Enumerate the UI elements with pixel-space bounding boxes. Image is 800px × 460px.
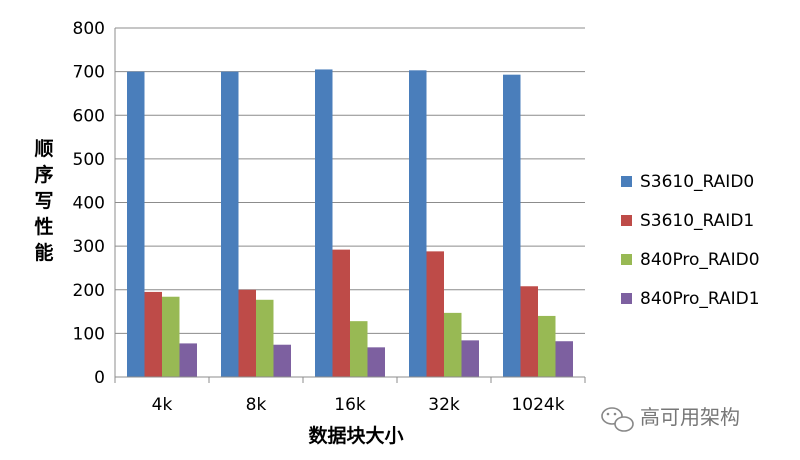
bar-840Pro_RAID0-4k xyxy=(162,296,180,377)
watermark: 高可用架构 xyxy=(601,405,740,432)
y-tick-labels: 0 100 200 300 400 500 600 700 800 xyxy=(73,19,105,388)
bar-840Pro_RAID0-16k xyxy=(350,321,368,377)
x-tick-label: 32k xyxy=(428,395,460,415)
bar-S3610_RAID0-32k xyxy=(409,70,427,377)
y-axis-title-char: 顺 xyxy=(34,138,53,160)
bar-S3610_RAID1-32k xyxy=(426,251,444,377)
legend-swatch-840Pro_RAID0 xyxy=(621,254,632,265)
bar-840Pro_RAID1-32k xyxy=(461,340,479,377)
legend: S3610_RAID0 S3610_RAID1 840Pro_RAID0 840Pro… xyxy=(621,172,760,309)
x-axis-title: 数据块大小 xyxy=(308,424,403,447)
x-tick-labels: 4k 8k 16k 32k 1024k xyxy=(152,395,565,415)
bar-S3610_RAID1-8k xyxy=(238,289,256,377)
bar-S3610_RAID0-4k xyxy=(127,71,145,377)
y-tick-label: 100 xyxy=(73,324,105,344)
gridlines xyxy=(115,27,585,334)
bar-S3610_RAID0-16k xyxy=(315,69,333,377)
legend-swatch-S3610_RAID1 xyxy=(621,215,632,226)
bar-840Pro_RAID1-4k xyxy=(179,343,197,377)
bars xyxy=(127,69,573,378)
y-axis-title-char: 能 xyxy=(34,241,53,264)
y-axis-title-char: 序 xyxy=(34,163,53,186)
y-tick-label: 0 xyxy=(94,368,105,388)
x-tick-label: 4k xyxy=(152,395,173,415)
legend-swatch-S3610_RAID0 xyxy=(621,176,632,187)
x-tick-label: 16k xyxy=(334,395,366,415)
wechat-icon xyxy=(601,407,634,432)
bar-S3610_RAID1-4k xyxy=(144,291,162,377)
y-tick-label: 300 xyxy=(73,237,105,257)
axes xyxy=(114,28,586,383)
bar-840Pro_RAID1-1024k xyxy=(555,341,573,377)
bar-840Pro_RAID1-8k xyxy=(273,344,291,377)
legend-swatch-840Pro_RAID1 xyxy=(621,293,632,304)
y-tick-label: 200 xyxy=(73,281,105,301)
y-tick-label: 600 xyxy=(73,106,105,126)
y-tick-label: 500 xyxy=(73,150,105,170)
legend-label-S3610_RAID1: S3610_RAID1 xyxy=(640,211,754,231)
bar-840Pro_RAID0-1024k xyxy=(538,315,556,377)
x-tick-label: 1024k xyxy=(511,395,564,415)
y-axis-title-char: 写 xyxy=(34,190,53,212)
y-tick-label: 800 xyxy=(73,19,105,39)
bar-S3610_RAID0-8k xyxy=(221,71,239,377)
x-tick-label: 8k xyxy=(246,395,267,415)
legend-label-840Pro_RAID0: 840Pro_RAID0 xyxy=(640,250,760,270)
y-tick-label: 700 xyxy=(73,63,105,83)
bar-S3610_RAID0-1024k xyxy=(503,74,521,378)
watermark-text: 高可用架构 xyxy=(640,405,740,429)
legend-label-840Pro_RAID1: 840Pro_RAID1 xyxy=(640,289,760,309)
y-axis-title-char: 性 xyxy=(34,215,53,238)
bar-840Pro_RAID1-16k xyxy=(367,347,385,377)
bar-S3610_RAID1-1024k xyxy=(520,286,538,377)
bar-840Pro_RAID0-32k xyxy=(444,312,462,377)
legend-label-S3610_RAID0: S3610_RAID0 xyxy=(640,172,754,192)
bar-840Pro_RAID0-8k xyxy=(256,299,274,377)
bar-S3610_RAID1-16k xyxy=(332,249,350,377)
y-tick-label: 400 xyxy=(73,194,105,214)
